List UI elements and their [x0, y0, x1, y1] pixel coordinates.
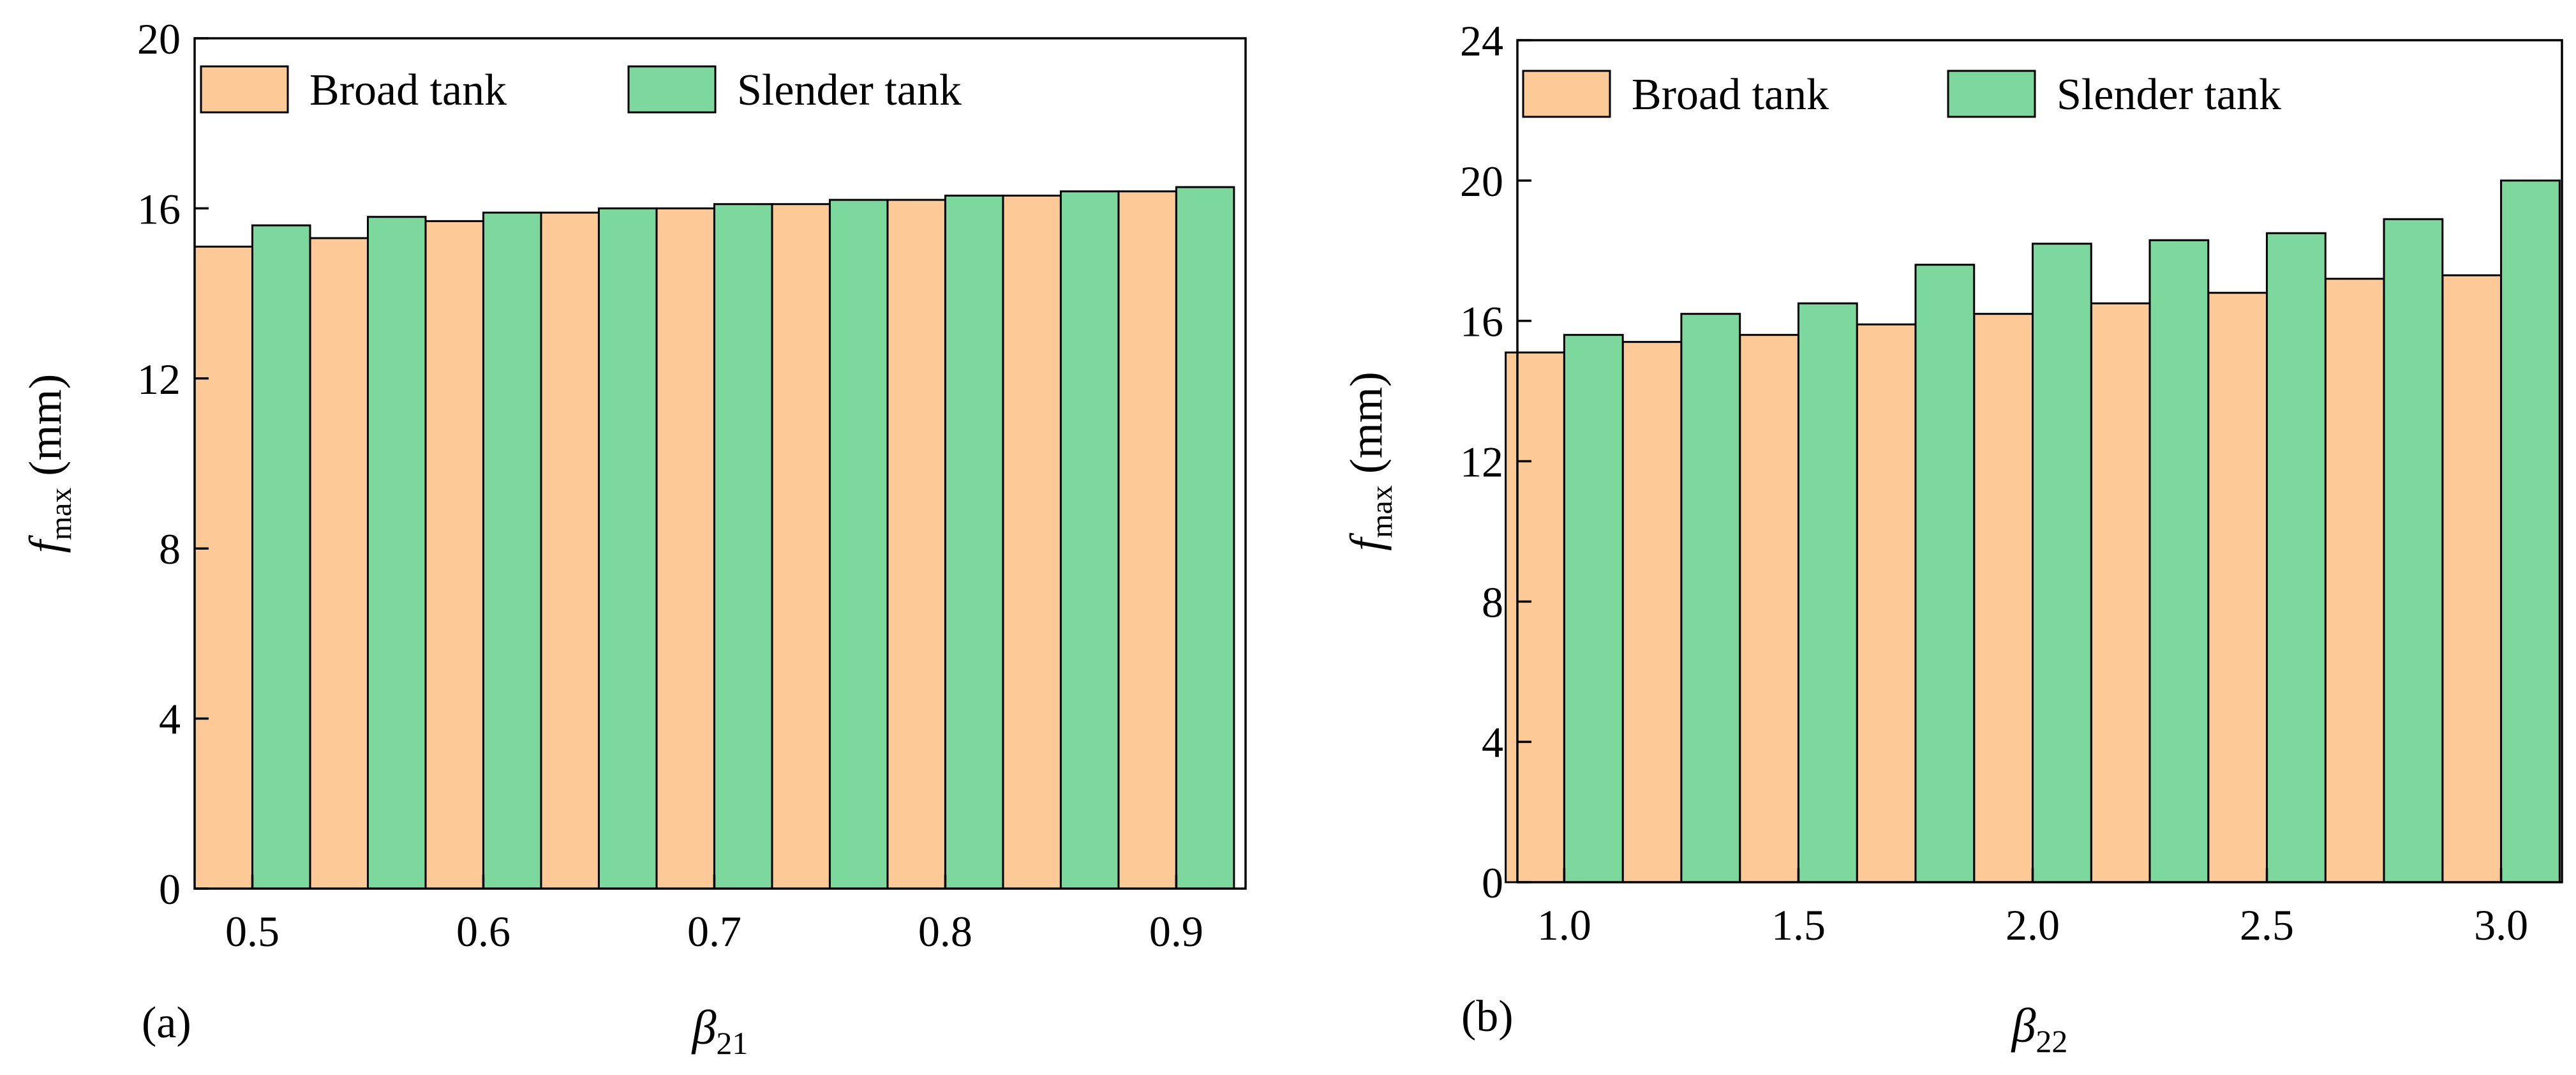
bar-slender-b-7 [2383, 218, 2444, 883]
y-tick-label: 20 [137, 15, 181, 63]
bar-slender-b-6 [2266, 232, 2327, 883]
y-tick-label: 16 [137, 184, 181, 233]
plot-frame [193, 37, 1247, 890]
bar-slender-a-0 [251, 224, 311, 890]
bar-broad-b-5 [2090, 302, 2151, 883]
y-tick-label: 0 [159, 865, 181, 913]
bar-broad-a-4 [655, 207, 715, 890]
bar-broad-a-6 [886, 199, 946, 890]
x-tick-label: 1.0 [1537, 901, 1591, 949]
legend-label-broad: Broad tank [1632, 70, 1829, 119]
bar-slender-a-6 [944, 194, 1004, 890]
bar-slender-b-2 [1797, 302, 1858, 883]
legend-label-slender: Slender tank [2057, 70, 2281, 119]
bar-broad-a-8 [1117, 190, 1177, 890]
y-axis-label: fmax (mm) [1341, 372, 1399, 551]
panel-label: (a) [142, 998, 191, 1048]
y-tick-label: 8 [1482, 578, 1503, 626]
bar-slender-b-4 [2031, 243, 2092, 883]
y-tick-label: 12 [1460, 438, 1503, 486]
bar-slender-b-1 [1680, 313, 1741, 883]
bar-broad-b-2 [1739, 334, 1799, 883]
bar-broad-b-4 [1973, 313, 2034, 883]
bar-slender-a-1 [366, 216, 427, 890]
bar-slender-a-8 [1175, 186, 1235, 890]
y-tick-label: 16 [1460, 297, 1503, 346]
panel-label: (b) [1461, 992, 1514, 1041]
y-tick-label: 24 [1460, 17, 1503, 65]
y-tick-label: 20 [1460, 157, 1503, 206]
x-tick-label: 0.7 [687, 907, 741, 956]
y-tick-label: 4 [1482, 718, 1503, 767]
x-axis-label: β21 [691, 1001, 748, 1061]
bar-slender-a-7 [1059, 190, 1120, 890]
bar-slender-b-5 [2148, 239, 2210, 883]
x-tick-label: 0.9 [1149, 907, 1203, 956]
x-axis-label: β22 [2011, 999, 2068, 1059]
legend-label-broad: Broad tank [309, 66, 507, 115]
bar-broad-b-6 [2207, 292, 2268, 883]
legend-swatch-broad [200, 65, 289, 114]
bar-broad-a-5 [771, 203, 831, 890]
bar-broad-b-0 [1505, 351, 1565, 883]
bar-slender-a-5 [828, 199, 889, 890]
x-tick-label: 0.5 [225, 907, 279, 956]
bar-slender-a-3 [597, 207, 658, 890]
bar-broad-b-8 [2441, 274, 2503, 883]
bar-broad-b-7 [2324, 278, 2385, 883]
bar-broad-b-1 [1621, 341, 1683, 883]
x-tick-label: 2.5 [2240, 901, 2294, 949]
legend-swatch-slender [1947, 70, 2036, 118]
chart-panel-a: 0 4 8 12 16 20 0.5 0.6 0.7 0.8 0.9 Broad tank Slende… [20, 15, 1247, 1061]
y-axis-label: fmax (mm) [20, 374, 78, 553]
x-tick-label: 0.8 [918, 907, 972, 956]
y-tick-label: 0 [1482, 859, 1503, 907]
x-tick-label: 2.0 [2006, 901, 2060, 949]
y-tick-label: 4 [159, 695, 181, 744]
bar-broad-b-3 [1856, 323, 1917, 883]
bar-slender-a-4 [713, 203, 773, 890]
bar-slender-a-2 [482, 211, 542, 890]
bar-slender-b-3 [1914, 264, 1976, 883]
y-tick-label: 12 [137, 355, 181, 403]
bar-broad-a-1 [309, 237, 369, 890]
chart-panel-b: 0 4 8 12 16 20 24 1.0 1.5 2.0 2.5 3.0 Broad tank Slen… [1341, 17, 2563, 1059]
legend-label-slender: Slender tank [737, 66, 962, 115]
bar-slender-b-0 [1563, 334, 1624, 883]
bar-broad-a-0 [193, 245, 253, 890]
x-tick-label: 1.5 [1771, 901, 1826, 949]
bar-broad-a-2 [424, 220, 484, 890]
x-tick-label: 0.6 [456, 907, 510, 956]
x-tick-label: 3.0 [2474, 901, 2528, 949]
bar-slender-b-8 [2500, 179, 2561, 883]
bar-broad-a-3 [540, 211, 600, 890]
legend-swatch-slender [627, 65, 717, 114]
bar-broad-a-7 [1002, 194, 1062, 890]
legend-swatch-broad [1522, 70, 1611, 118]
y-tick-label: 8 [159, 525, 181, 573]
